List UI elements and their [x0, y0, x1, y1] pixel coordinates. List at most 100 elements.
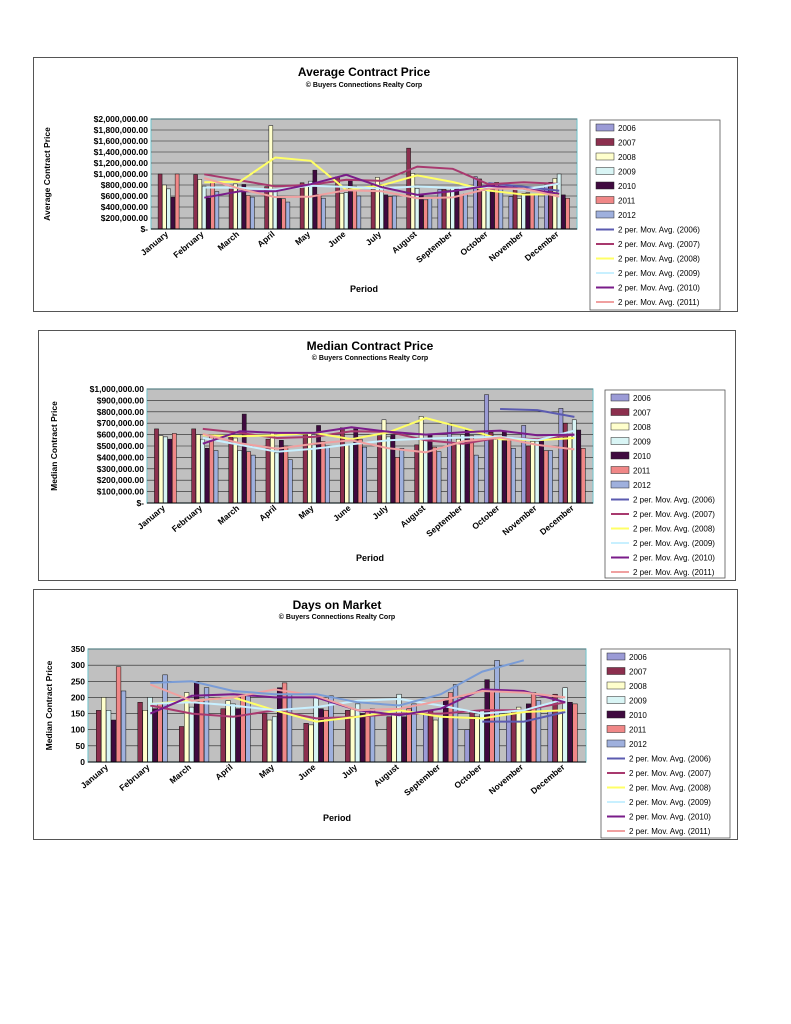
bar — [209, 434, 214, 504]
x-tick-label: March — [215, 229, 241, 253]
bar — [427, 434, 433, 504]
y-tick-label: 350 — [71, 644, 85, 654]
bar — [193, 174, 198, 230]
bar — [162, 184, 167, 230]
x-tick-label: May — [296, 503, 315, 521]
chart-subtitle: © Buyers Connections Realty Corp — [306, 81, 422, 89]
legend-swatch — [610, 451, 630, 460]
bar — [339, 193, 345, 230]
y-tick-label: 100 — [71, 725, 85, 735]
legend-swatch — [595, 181, 615, 190]
bar — [246, 451, 252, 504]
bar — [308, 724, 314, 763]
bar — [110, 719, 117, 763]
bar — [198, 698, 205, 763]
bar — [158, 435, 164, 504]
x-tick-label: August — [372, 762, 401, 789]
y-tick-label: $300,000.00 — [97, 464, 145, 474]
bar — [418, 416, 424, 504]
x-axis-title: Period — [356, 553, 384, 563]
x-tick-label: July — [340, 762, 360, 781]
bar — [510, 448, 516, 504]
bar — [272, 716, 278, 763]
bar — [485, 185, 491, 230]
bar — [287, 459, 293, 504]
legend-label: 2 per. Mov. Avg. (2010) — [633, 554, 715, 563]
bar — [362, 446, 367, 504]
bar — [423, 199, 428, 230]
bar — [427, 197, 433, 230]
bar — [401, 716, 407, 763]
bar — [410, 173, 416, 230]
bar — [474, 716, 480, 763]
x-tick-label: August — [398, 503, 427, 530]
bar — [245, 195, 251, 230]
y-tick-label: 50 — [76, 741, 86, 751]
bar — [304, 186, 309, 230]
legend-swatch — [610, 466, 630, 474]
bar — [355, 703, 361, 763]
chart-title: Average Contract Price — [298, 65, 431, 79]
bar — [442, 700, 449, 763]
bar — [534, 441, 540, 504]
bar — [195, 434, 201, 504]
bar — [567, 702, 573, 763]
bar — [525, 445, 531, 504]
moving-average-line — [500, 408, 575, 418]
bar — [172, 433, 177, 504]
legend-label: 2 per. Mov. Avg. (2009) — [629, 798, 711, 807]
bar — [142, 710, 148, 763]
bar — [250, 454, 256, 504]
bar — [279, 440, 284, 504]
bar — [473, 176, 478, 230]
legend-label: 2 per. Mov. Avg. (2009) — [618, 269, 700, 278]
bar — [343, 192, 349, 230]
bar — [264, 186, 269, 230]
bar — [162, 674, 168, 763]
bar — [395, 457, 400, 504]
legend-label: 2011 — [629, 726, 647, 735]
bar — [438, 716, 444, 763]
bar — [344, 444, 350, 504]
bar — [303, 723, 309, 763]
bar — [535, 700, 542, 763]
x-axis-title: Period — [350, 284, 378, 294]
moving-average-line — [204, 165, 560, 188]
bar — [473, 454, 479, 504]
bar — [497, 438, 503, 504]
legend-label: 2 per. Mov. Avg. (2011) — [618, 298, 700, 307]
bar — [166, 188, 171, 230]
bar — [406, 147, 411, 230]
x-tick-label: November — [500, 502, 539, 537]
legend-swatch — [606, 739, 626, 748]
bar — [498, 186, 504, 230]
bar — [543, 450, 549, 504]
x-tick-label: May — [293, 229, 312, 247]
legend-label: 2 per. Mov. Avg. (2008) — [629, 784, 711, 793]
bar — [580, 448, 586, 504]
bar — [386, 436, 391, 504]
legend-swatch — [595, 196, 615, 204]
x-tick-label: October — [452, 761, 484, 790]
x-tick-label: June — [326, 229, 348, 250]
bar — [193, 681, 200, 763]
legend-label: 2009 — [618, 168, 636, 177]
legend-label: 2 per. Mov. Avg. (2010) — [629, 813, 711, 822]
bar — [530, 692, 537, 763]
bar — [96, 710, 102, 763]
legend-label: 2 per. Mov. Avg. (2006) — [618, 226, 700, 235]
bar — [565, 197, 570, 230]
bar — [572, 703, 578, 763]
legend-label: 2 per. Mov. Avg. (2007) — [618, 240, 700, 249]
moving-average-line — [202, 426, 575, 445]
bar — [286, 693, 293, 763]
bar — [464, 729, 470, 763]
bar — [437, 189, 443, 230]
x-tick-label: October — [458, 228, 490, 257]
bar — [308, 180, 313, 230]
x-tick-label: December — [529, 761, 567, 796]
legend-label: 2011 — [633, 467, 651, 476]
average-contract-price-svg: Average Contract Price © Buyers Connectio… — [42, 65, 721, 311]
legend-swatch — [595, 167, 615, 175]
bar — [154, 428, 159, 504]
